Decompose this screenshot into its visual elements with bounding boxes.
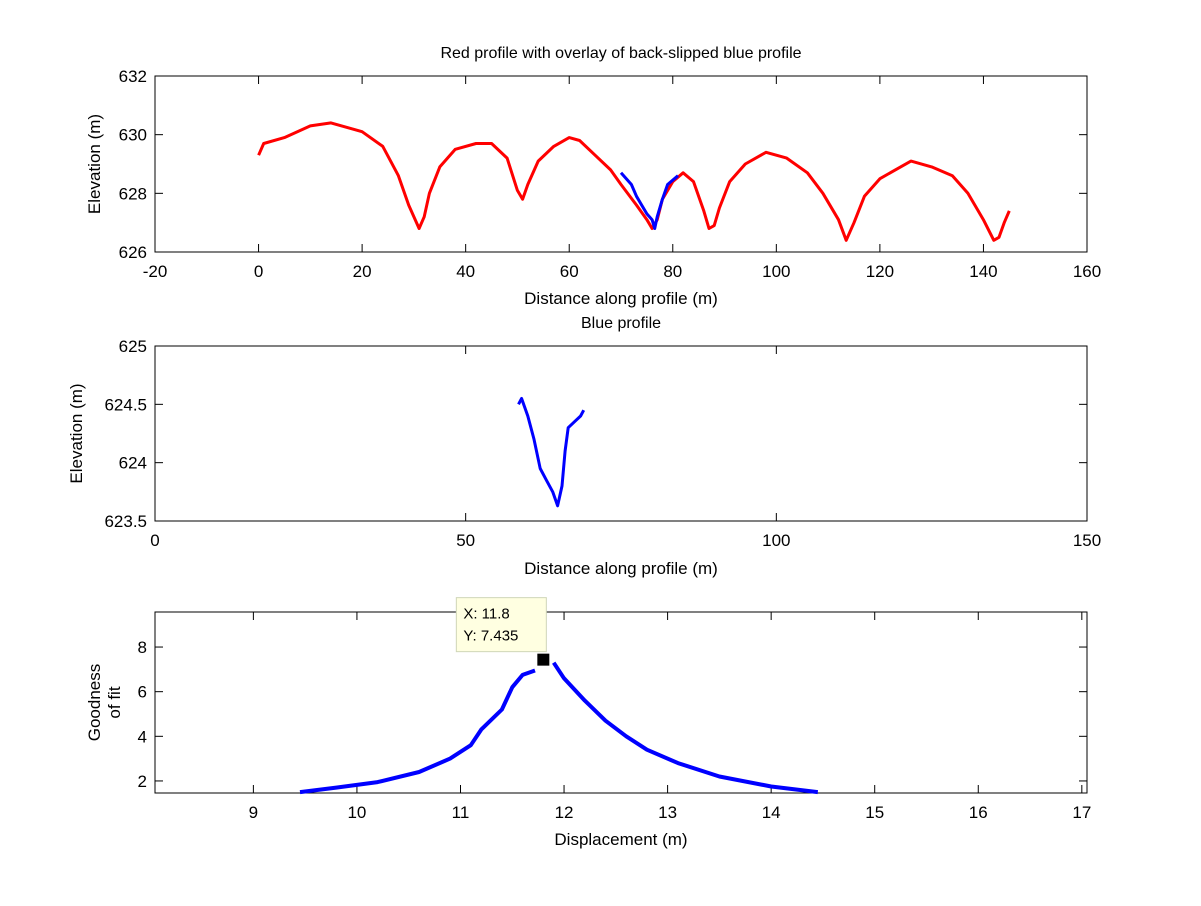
y-tick-label: 624.5	[104, 395, 147, 414]
x-tick-label: 160	[1073, 262, 1101, 281]
axes-box	[154, 611, 1088, 794]
y-axis-label: Elevation (m)	[85, 114, 104, 214]
y-axis-label: of fit	[105, 686, 124, 718]
datatip-y: Y: 7.435	[463, 628, 518, 645]
x-tick-label: 16	[969, 803, 988, 822]
datatip-x: X: 11.8	[463, 606, 509, 623]
datatip-box	[455, 597, 547, 653]
x-tick-label: 17	[1072, 803, 1091, 822]
x-tick-label: 13	[658, 803, 677, 822]
x-tick-label: 100	[762, 531, 790, 550]
x-tick-label: -20	[143, 262, 168, 281]
x-tick-label: 40	[456, 262, 475, 281]
x-tick-label: 12	[555, 803, 574, 822]
x-tick-label: 120	[866, 262, 894, 281]
axes-box	[154, 75, 1088, 253]
x-tick-label: 50	[456, 531, 475, 550]
x-axis-label: Displacement (m)	[554, 830, 687, 849]
x-tick-label: 15	[865, 803, 884, 822]
y-tick-label: 628	[119, 184, 147, 203]
x-tick-label: 60	[560, 262, 579, 281]
subplot-1: -20 0 20 40 60 80 100 120 140 160 626 628 630 632 Red …	[85, 45, 1101, 308]
x-tick-label: 11	[452, 803, 470, 822]
y-tick-label: 626	[119, 243, 147, 262]
x-axis-label: Distance along profile (m)	[524, 289, 718, 308]
x-tick-label: 14	[762, 803, 781, 822]
series-line-2	[619, 171, 679, 230]
y-tick-label: 625	[119, 337, 147, 356]
x-tick-label: 100	[762, 262, 790, 281]
x-tick-label: 0	[150, 531, 159, 550]
axes-box	[154, 345, 1088, 522]
y-tick-label: 2	[138, 772, 147, 791]
x-axis-label: Distance along profile (m)	[524, 559, 718, 578]
y-axis-label: Goodness	[85, 664, 104, 742]
chart-title: Blue profile	[581, 315, 661, 332]
series-line-2	[552, 661, 819, 795]
x-tick-label: 9	[249, 803, 258, 822]
y-tick-label: 4	[138, 727, 147, 746]
x-tick-label: 20	[353, 262, 372, 281]
chart-title: Red profile with overlay of back-slipped…	[440, 45, 801, 62]
y-tick-label: 630	[119, 126, 147, 145]
x-tick-label: 140	[969, 262, 997, 281]
subplot-2: 0 50 100 150 623.5 624 624.5 625 Blue profile Dis…	[67, 315, 1101, 578]
y-axis-label: Elevation (m)	[67, 383, 86, 483]
datatip-marker	[537, 653, 550, 666]
y-tick-label: 6	[138, 683, 147, 702]
subplot-3: 9 10 11 12 13 14 15 16 17 2 4 6 8 Displacement (m) Goo…	[85, 597, 1091, 849]
x-tick-label: 10	[347, 803, 366, 822]
x-tick-label: 150	[1073, 531, 1101, 550]
x-tick-label: 80	[663, 262, 682, 281]
x-tick-label: 0	[254, 262, 263, 281]
y-tick-label: 8	[138, 638, 147, 657]
y-tick-label: 632	[119, 67, 147, 86]
y-tick-label: 624	[119, 454, 147, 473]
y-tick-label: 623.5	[104, 512, 147, 531]
series-line-1	[299, 668, 536, 795]
series-line-1	[517, 397, 586, 508]
